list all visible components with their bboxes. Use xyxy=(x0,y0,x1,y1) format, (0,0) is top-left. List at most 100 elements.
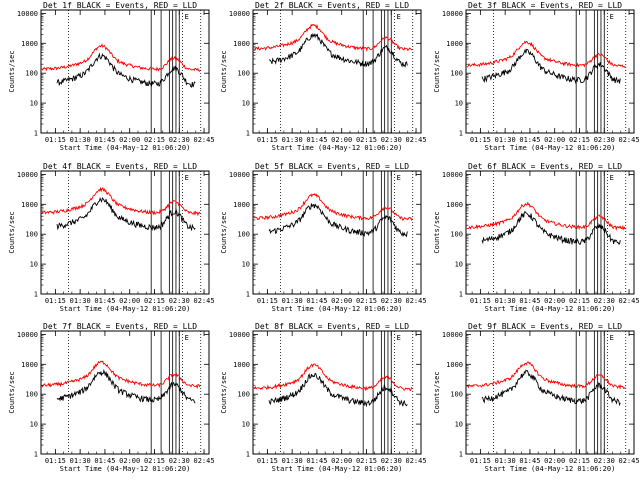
chart-panel-6: Det 6f BLACK = Events, RED = LLD E 1 10 100 1… xyxy=(433,162,640,313)
x-tick-label: 02:00 xyxy=(544,297,565,305)
y-tick-label: 1 xyxy=(246,291,250,299)
x-axis-label: Start Time (04-May-12 01:06:20) xyxy=(485,144,616,152)
x-tick-label: 02:30 xyxy=(381,297,402,305)
y-tick-label: 10000 xyxy=(17,171,38,179)
y-tick-label: 1 xyxy=(459,451,463,459)
chart-panel-5: Det 5f BLACK = Events, RED = LLD E 1 10 100 1… xyxy=(220,162,427,313)
y-tick-label: 10000 xyxy=(442,331,463,339)
series-lld-line xyxy=(253,363,413,392)
y-tick-label: 10 xyxy=(242,421,250,429)
y-tick-label: 100 xyxy=(237,391,250,399)
series-lld-line xyxy=(41,186,201,217)
marker-label: E xyxy=(610,13,614,21)
x-tick-label: 01:15 xyxy=(257,136,278,144)
series-events-line xyxy=(268,32,408,68)
x-tick-label: 02:30 xyxy=(594,297,615,305)
y-tick-label: 100 xyxy=(450,231,463,239)
y-tick-label: 1000 xyxy=(446,201,463,209)
x-tick-label: 01:30 xyxy=(495,297,516,305)
y-tick-label: 10 xyxy=(30,421,38,429)
plot-frame xyxy=(252,330,422,455)
series-lld-line xyxy=(253,23,413,52)
chart-panel-2: Det 2f BLACK = Events, RED = LLD E 1 10 100 1… xyxy=(220,1,427,152)
x-axis-label: Start Time (04-May-12 01:06:20) xyxy=(272,465,403,473)
y-tick-label: 1 xyxy=(459,130,463,138)
x-tick-label: 02:00 xyxy=(119,297,140,305)
y-axis-label: Counts/sec xyxy=(433,371,441,413)
y-tick-label: 1000 xyxy=(233,201,250,209)
x-tick-label: 01:45 xyxy=(94,136,115,144)
x-axis-label: Start Time (04-May-12 01:06:20) xyxy=(60,465,191,473)
y-tick-label: 10 xyxy=(455,261,463,269)
x-tick-label: 02:30 xyxy=(169,136,190,144)
x-tick-label: 02:45 xyxy=(406,136,427,144)
x-tick-label: 02:15 xyxy=(144,457,165,465)
x-tick-label: 01:45 xyxy=(94,297,115,305)
y-tick-label: 100 xyxy=(237,70,250,78)
x-tick-label: 02:00 xyxy=(331,297,352,305)
x-tick-label: 02:30 xyxy=(594,457,615,465)
series-events-line xyxy=(268,372,408,408)
chart-panel-1: Det 1f BLACK = Events, RED = LLD E 1 10 100 1… xyxy=(8,1,215,152)
y-tick-label: 10000 xyxy=(442,171,463,179)
x-axis-label: Start Time (04-May-12 01:06:20) xyxy=(60,305,191,313)
x-tick-label: 02:15 xyxy=(356,136,377,144)
chart-panel-3: Det 3f BLACK = Events, RED = LLD E 1 10 100 1… xyxy=(433,1,640,152)
x-tick-label: 01:45 xyxy=(306,297,327,305)
plot-frame xyxy=(40,170,210,295)
panel-title: Det 6f BLACK = Events, RED = LLD xyxy=(468,162,622,171)
panel-title: Det 8f BLACK = Events, RED = LLD xyxy=(255,322,409,331)
x-tick-label: 02:45 xyxy=(406,297,427,305)
y-tick-label: 10 xyxy=(30,100,38,108)
marker-label: E xyxy=(397,334,401,342)
series-lld-line xyxy=(41,360,201,390)
chart-panel-4: Det 4f BLACK = Events, RED = LLD E 1 10 100 1… xyxy=(8,162,215,313)
x-tick-label: 02:15 xyxy=(144,136,165,144)
x-tick-label: 02:45 xyxy=(194,136,215,144)
panel-title: Det 5f BLACK = Events, RED = LLD xyxy=(255,162,409,171)
x-tick-label: 02:45 xyxy=(619,457,640,465)
chart-panel-9: Det 9f BLACK = Events, RED = LLD E 1 10 100 1… xyxy=(433,322,640,473)
x-tick-label: 02:30 xyxy=(169,457,190,465)
x-tick-label: 02:15 xyxy=(569,297,590,305)
series-events-line xyxy=(268,203,408,238)
x-tick-label: 01:45 xyxy=(94,457,115,465)
y-tick-label: 1000 xyxy=(21,40,38,48)
x-axis-label: Start Time (04-May-12 01:06:20) xyxy=(485,305,616,313)
x-tick-label: 01:15 xyxy=(257,297,278,305)
plot-frame xyxy=(252,170,422,295)
marker-label: E xyxy=(185,174,189,182)
x-tick-label: 02:15 xyxy=(144,297,165,305)
y-tick-label: 1000 xyxy=(233,40,250,48)
y-tick-label: 100 xyxy=(25,391,38,399)
x-tick-label: 02:15 xyxy=(569,457,590,465)
y-tick-label: 1 xyxy=(34,451,38,459)
y-tick-label: 1 xyxy=(246,451,250,459)
y-tick-label: 100 xyxy=(25,70,38,78)
x-tick-label: 01:30 xyxy=(70,457,91,465)
y-tick-label: 1000 xyxy=(446,40,463,48)
y-tick-label: 100 xyxy=(450,391,463,399)
x-tick-label: 02:45 xyxy=(194,297,215,305)
x-tick-label: 01:30 xyxy=(282,457,303,465)
marker-label: E xyxy=(610,174,614,182)
y-tick-label: 1 xyxy=(34,291,38,299)
x-tick-label: 01:30 xyxy=(282,136,303,144)
series-lld-line xyxy=(466,201,626,232)
y-tick-label: 10000 xyxy=(229,171,250,179)
panel-title: Det 2f BLACK = Events, RED = LLD xyxy=(255,1,409,10)
x-tick-label: 01:30 xyxy=(70,297,91,305)
x-tick-label: 02:45 xyxy=(619,136,640,144)
chart-panel-7: Det 7f BLACK = Events, RED = LLD E 1 10 100 1… xyxy=(8,322,215,473)
x-tick-label: 02:15 xyxy=(356,297,377,305)
marker-label: E xyxy=(610,334,614,342)
x-tick-label: 02:45 xyxy=(619,297,640,305)
x-tick-label: 02:00 xyxy=(331,457,352,465)
series-lld-line xyxy=(466,40,626,68)
x-tick-label: 02:00 xyxy=(119,457,140,465)
y-tick-label: 1 xyxy=(34,130,38,138)
x-tick-label: 01:15 xyxy=(470,457,491,465)
marker-label: E xyxy=(185,13,189,21)
x-axis-label: Start Time (04-May-12 01:06:20) xyxy=(485,465,616,473)
